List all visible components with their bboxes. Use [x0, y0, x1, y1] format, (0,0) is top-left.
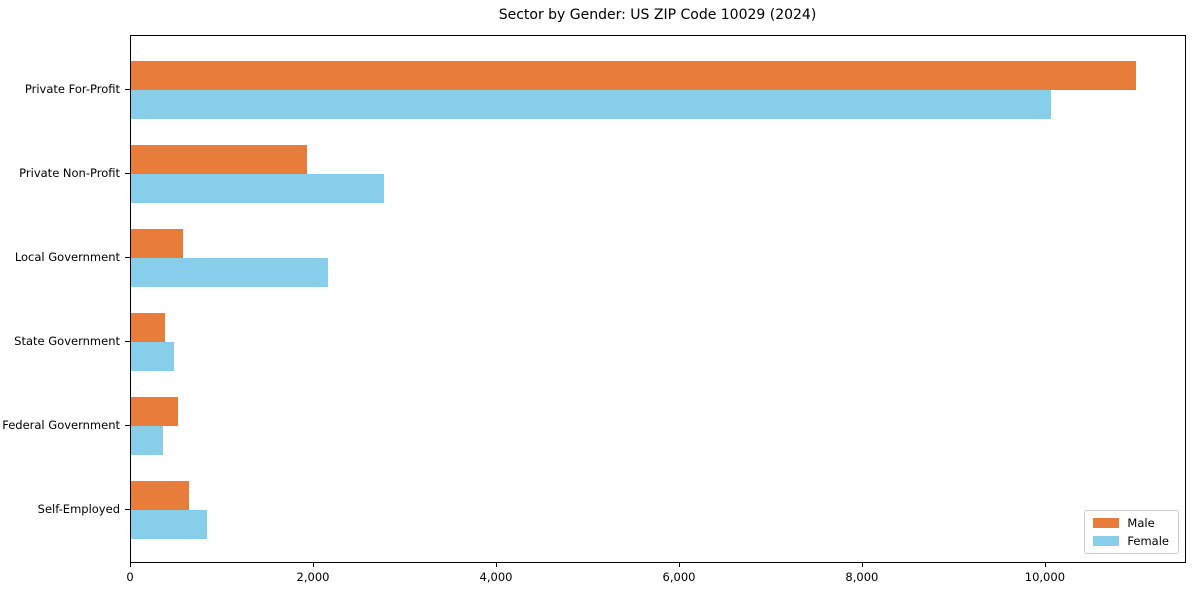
y-tick-label-local-government: Local Government	[14, 249, 120, 264]
bar-female-local-government	[131, 257, 328, 287]
y-tick-label-private-non-profit: Private Non-Profit	[19, 165, 120, 180]
y-tick-label-state-government: State Government	[14, 333, 120, 348]
x-tick-0	[130, 562, 131, 567]
chart-title: Sector by Gender: US ZIP Code 10029 (202…	[498, 7, 817, 23]
legend-swatch-male	[1093, 518, 1120, 528]
bar-male-local-government	[131, 228, 184, 258]
x-tick-4000	[496, 562, 497, 567]
x-tick-label-6000: 6,000	[662, 570, 696, 584]
bar-male-self-employed	[131, 480, 189, 510]
legend-item-male: Male	[1093, 517, 1169, 529]
y-tick-self-employed	[125, 508, 130, 510]
legend-label-female: Female	[1127, 534, 1169, 548]
legend-label-male: Male	[1127, 516, 1155, 530]
legend-swatch-female	[1093, 536, 1120, 546]
y-tick-label-private-for-profit: Private For-Profit	[24, 81, 120, 96]
x-tick-label-0: 0	[126, 570, 134, 584]
y-tick-label-self-employed: Self-Employed	[37, 501, 120, 516]
x-tick-10000	[1044, 562, 1046, 567]
y-tick-private-non-profit	[125, 172, 130, 174]
y-tick-private-for-profit	[125, 88, 130, 90]
y-tick-federal-government	[125, 424, 130, 426]
bar-male-state-government	[131, 312, 165, 342]
bar-female-self-employed	[131, 509, 207, 539]
legend-item-female: Female	[1093, 535, 1169, 547]
y-tick-local-government	[125, 256, 130, 258]
bar-male-private-for-profit	[131, 60, 1136, 90]
x-tick-label-10000: 10,000	[1024, 570, 1066, 584]
y-tick-label-federal-government: Federal Government	[2, 417, 120, 432]
x-tick-8000	[861, 562, 863, 567]
bar-female-state-government	[131, 341, 174, 371]
bar-male-private-non-profit	[131, 144, 307, 174]
x-tick-label-4000: 4,000	[479, 570, 513, 584]
legend: Male Female	[1084, 510, 1179, 554]
y-tick-state-government	[125, 340, 130, 342]
bar-male-federal-government	[131, 396, 178, 426]
bar-female-private-for-profit	[131, 89, 1051, 119]
plot-area	[130, 35, 1186, 563]
bar-female-private-non-profit	[131, 173, 385, 203]
x-tick-label-8000: 8,000	[845, 570, 879, 584]
bar-female-federal-government	[131, 425, 163, 455]
x-tick-6000	[679, 562, 680, 567]
x-tick-2000	[313, 562, 314, 567]
x-tick-label-2000: 2,000	[296, 570, 330, 584]
